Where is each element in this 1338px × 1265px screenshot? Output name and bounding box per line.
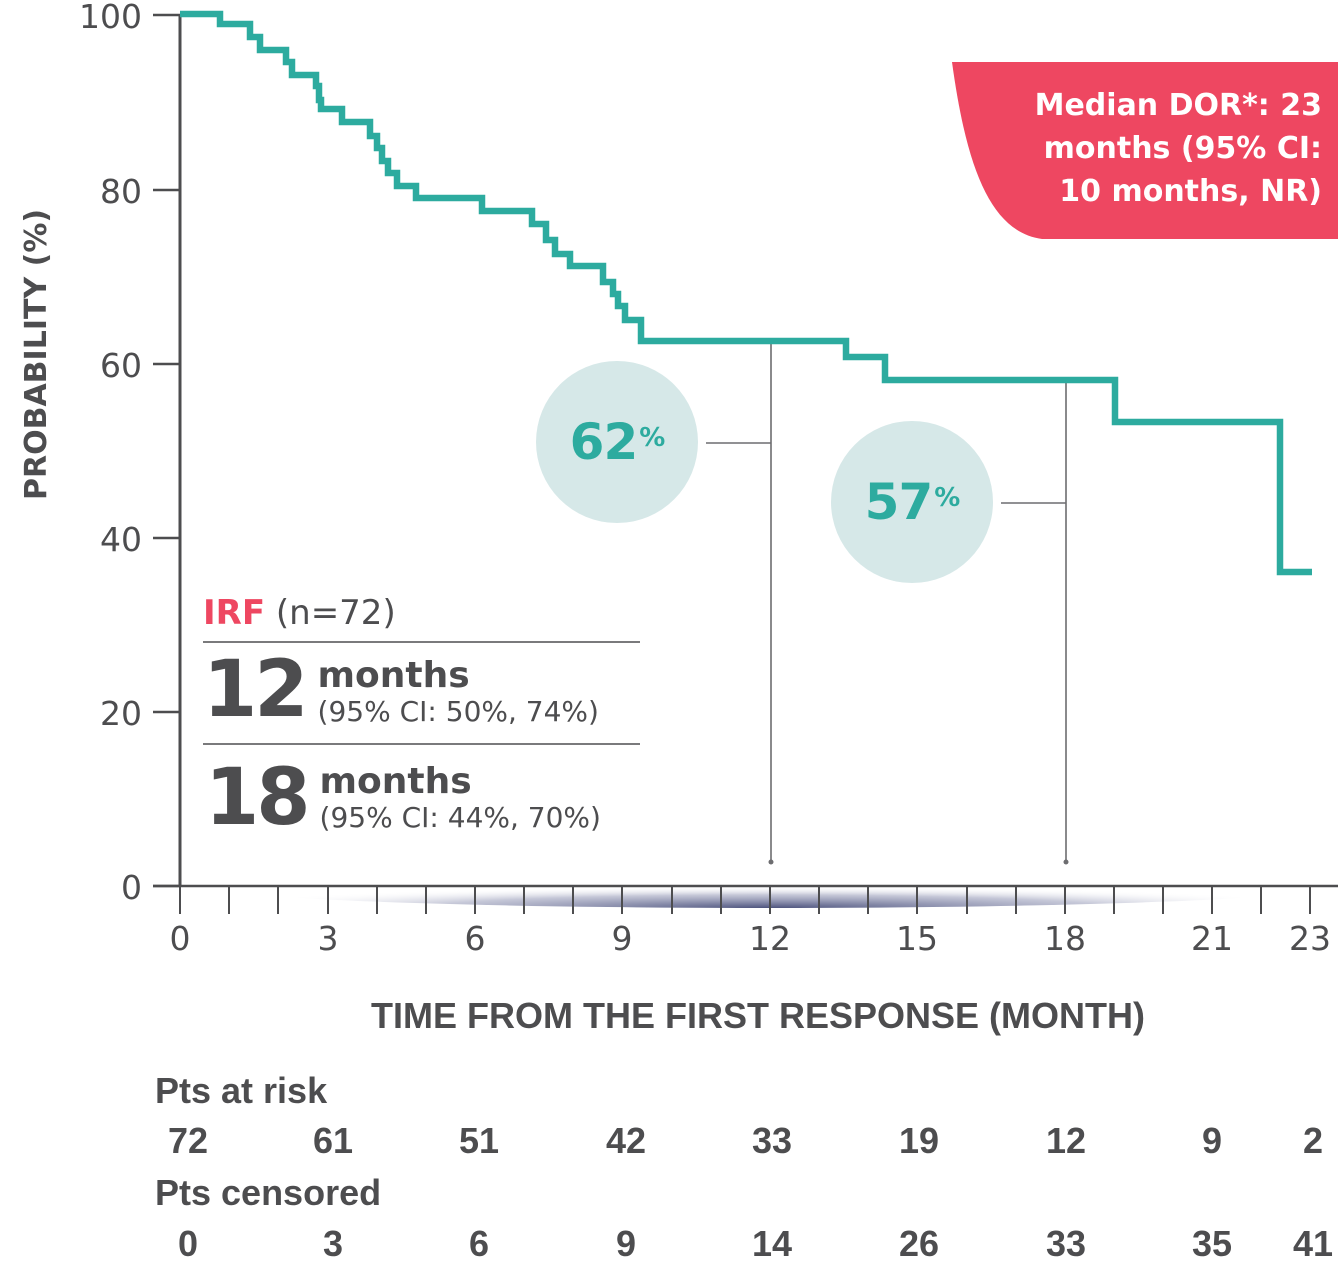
irf-n: (n=72) [275,593,396,633]
censored-value: 6 [468,1223,490,1264]
irf-row-12-num: 12 [203,645,309,735]
irf-row-18-num: 18 [205,753,311,843]
at-risk-value: 61 [312,1120,354,1161]
censored-value: 33 [1045,1223,1087,1264]
svg-text:21: 21 [1191,919,1233,958]
svg-text:18: 18 [1044,919,1086,958]
divider [203,641,640,643]
svg-text:6: 6 [465,919,486,958]
rate-12-value: 62 [569,413,639,471]
censored-value: 9 [615,1223,637,1264]
x-ticks [179,886,1311,914]
pts-censored-label: Pts censored [155,1172,382,1213]
at-risk-value: 12 [1045,1120,1087,1161]
censored-value: 35 [1191,1223,1233,1264]
irf-row-18-unit: months [319,761,472,802]
median-line-3: 10 months, NR) [1059,174,1322,209]
divider [203,743,640,745]
pts-at-risk-label: Pts at risk [155,1070,328,1111]
median-line-1: Median DOR*: 23 [1034,88,1322,123]
svg-text:0: 0 [170,919,191,958]
median-dor-callout: Median DOR*: 23 months (95% CI: 10 month… [952,62,1338,239]
rate-bubble-12-months: 62% [536,361,698,523]
y-ticks [153,13,180,888]
median-dor-text: Median DOR*: 23 months (95% CI: 10 month… [1035,84,1322,213]
censored-value: 3 [322,1223,344,1264]
irf-row-18: 18 months (95% CI: 44%, 70%) [205,755,640,841]
svg-text:100: 100 [79,0,142,36]
irf-row-12: 12 months (95% CI: 50%, 74%) [203,647,640,733]
irf-row-18-ci: (95% CI: 44%, 70%) [319,801,601,834]
at-risk-value: 72 [167,1120,209,1161]
rate-18-suffix: % [934,483,960,513]
censored-value: 26 [898,1223,940,1264]
irf-row-12-ci: (95% CI: 50%, 74%) [317,695,599,728]
svg-text:80: 80 [100,172,142,211]
km-curve-irf [180,10,1312,576]
ref-dot-12 [768,859,774,865]
svg-text:60: 60 [100,346,142,385]
irf-name: IRF [203,593,266,633]
irf-title: IRF (n=72) [203,593,640,633]
svg-text:9: 9 [612,919,633,958]
at-risk-value: 9 [1201,1120,1223,1161]
rate-18-value: 57 [864,473,934,531]
rate-bubble-18-months: 57% [831,421,993,583]
svg-text:3: 3 [318,919,339,958]
censored-value: 0 [177,1223,199,1264]
rate-12-suffix: % [639,423,665,453]
reference-lines [706,343,1067,862]
at-risk-value: 19 [898,1120,940,1161]
at-risk-value: 2 [1302,1120,1324,1161]
at-risk-value: 51 [458,1120,500,1161]
svg-text:23: 23 [1289,919,1331,958]
y-tick-labels: 100 80 60 40 20 0 [79,0,142,907]
at-risk-value: 42 [605,1120,647,1161]
y-axis-label: PROBABILITY (%) [19,209,54,500]
ref-dot-18 [1063,859,1069,865]
irf-legend: IRF (n=72) 12 months (95% CI: 50%, 74%) … [203,593,640,841]
svg-text:15: 15 [896,919,938,958]
median-line-2: months (95% CI: [1043,131,1322,166]
at-risk-value: 33 [751,1120,793,1161]
censored-value: 41 [1292,1223,1334,1264]
svg-text:12: 12 [749,919,791,958]
svg-text:40: 40 [100,520,142,559]
x-axis-label: TIME FROM THE FIRST RESPONSE (MONTH) [371,995,1145,1036]
x-tick-labels: 0 3 6 9 12 15 18 21 23 [170,919,1332,958]
svg-text:0: 0 [121,868,142,907]
irf-row-12-unit: months [317,655,470,696]
svg-text:20: 20 [100,694,142,733]
censored-value: 14 [751,1223,793,1264]
